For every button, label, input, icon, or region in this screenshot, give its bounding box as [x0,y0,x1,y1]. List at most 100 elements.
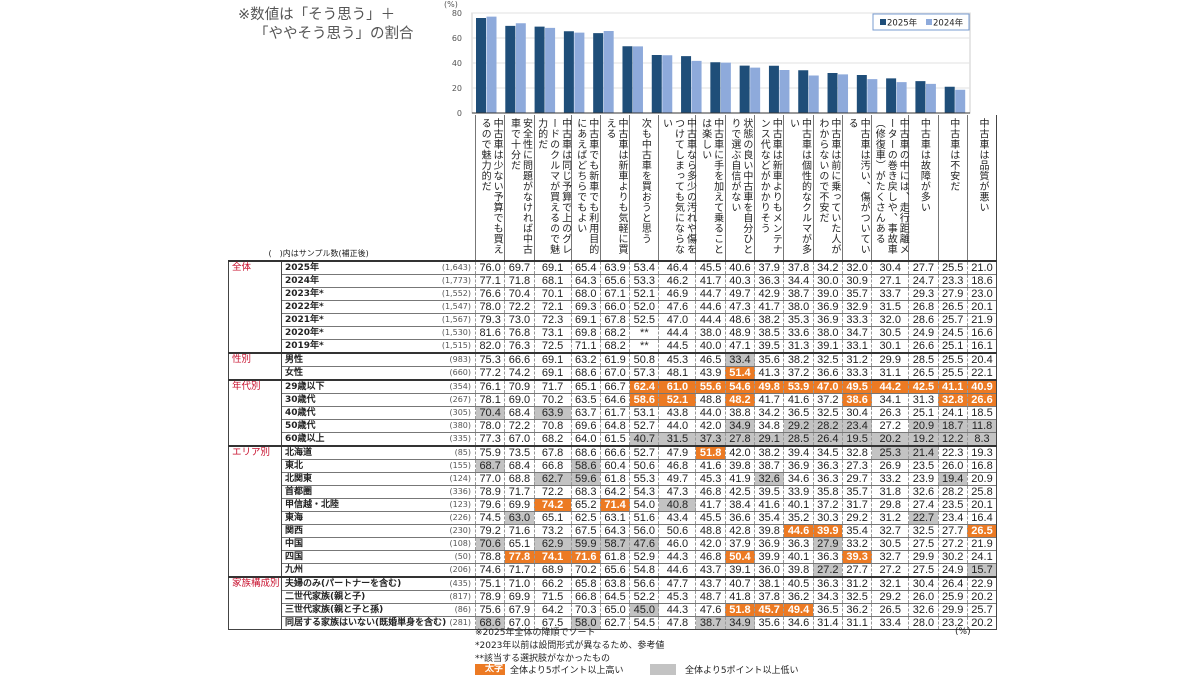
table-cell: 47.3 [658,485,696,499]
table-cell: 24.1 [966,550,998,564]
legend-low-swatch [650,664,676,675]
table-cell: 35.6 [754,616,784,630]
table-cell: 40.9 [966,379,998,394]
sample-size: (1,567) [441,315,471,324]
table-cell: 74.5 [474,511,505,525]
table-cell: 27.8 [724,432,755,446]
table-cell: 74.6 [474,563,505,577]
legend-label: 2025年 [887,18,918,29]
table-cell: 48.8 [695,393,726,407]
row-label: 男性 (983) [281,352,476,367]
row-label: 2025年 (1,643) [281,260,476,275]
table-cell: 24.7 [908,274,939,288]
row-label: 2023年* (1,552) [281,287,476,301]
table-cell: 44.6 [783,524,814,538]
table-cell: 26.0 [908,590,939,604]
table-cell: 27.7 [841,563,872,577]
table-cell: 32.9 [841,300,872,314]
table-cell: 34.6 [783,472,814,486]
table-cell: 64.3 [570,274,601,288]
table-cell: 21.0 [966,260,998,275]
table-cell: 69.1 [533,260,572,275]
table-cell: 37.8 [754,590,784,604]
table-cell: 30.9 [841,274,872,288]
row-label: 2022年* (1,547) [281,300,476,314]
sample-size: (336) [449,487,471,496]
sample-size: (155) [449,461,471,470]
table-cell: 69.6 [570,419,601,433]
table-cell: 23.4 [841,419,872,433]
table-row: 2019年* (1,515) 82.0 76.3 72.5 71.1 68.2 ** 44.5 4… [229,339,998,353]
table-cell: 33.7 [871,287,909,301]
table-cell: 28.2 [812,419,843,433]
table-cell: 72.1 [533,300,572,314]
table-cell: 47.6 [629,537,659,551]
row-label-text: 60歳以上 [285,434,325,444]
table-cell: 29.2 [871,590,909,604]
table-cell: 28.6 [908,313,939,327]
table-cell: 36.3 [812,576,843,591]
sample-size: (50) [454,552,471,561]
table-cell: 60.4 [599,459,630,473]
table-cell: 68.2 [533,432,572,446]
table-cell: 30.4 [871,260,909,275]
table-cell: 75.9 [474,445,505,460]
table-cell: 48.8 [695,524,726,538]
table-cell: 63.5 [570,393,601,407]
table-cell: 53.3 [629,274,659,288]
table-cell: 23.4 [937,511,968,525]
sample-size: (1,530) [441,328,471,337]
table-cell: 52.9 [629,550,659,564]
table-cell: 40.6 [724,260,755,275]
table-cell: 36.9 [754,537,784,551]
table-cell: 66.2 [533,576,572,591]
table-cell: 30.5 [871,537,909,551]
table-cell: 82.0 [474,339,505,353]
table-cell: 68.6 [570,366,601,380]
table-cell: 68.6 [570,445,601,460]
table-cell: 68.6 [474,616,505,630]
table-cell: 41.6 [783,393,814,407]
table-cell: 39.1 [812,339,843,353]
table-cell: 35.4 [754,511,784,525]
table-cell: 40.3 [724,274,755,288]
table-cell: 42.0 [724,445,755,460]
table-cell: 32.0 [841,260,872,275]
table-cell: 36.3 [783,537,814,551]
row-label-text: 2020年* [285,328,324,338]
table-cell: 52.1 [658,393,696,407]
table-cell: 47.9 [658,445,696,460]
table-cell: 54.0 [629,498,659,512]
row-label: 50歳代 (380) [281,419,476,433]
unit-label: (%) [955,627,971,637]
table-cell: 53.9 [783,379,814,394]
row-label-text: 2019年* [285,341,324,351]
table-cell: 73.2 [533,524,572,538]
column-header-label: 中古車は不安だ [947,118,959,192]
table-cell: 37.8 [783,260,814,275]
table-cell: 27.5 [908,563,939,577]
table-cell: 43.4 [658,511,696,525]
bar-2025 [886,78,897,113]
table-cell: 47.7 [658,576,696,591]
row-label: 三世代家族(親と子と孫) (86) [281,603,476,617]
table-cell: 22.7 [908,511,939,525]
table-cell: 42.0 [695,537,726,551]
table-cell: 31.8 [871,485,909,499]
table-cell: 32.6 [754,472,784,486]
row-label-text: 三世代家族(親と子と孫) [285,605,384,615]
table-cell: 29.2 [783,419,814,433]
table-cell: 43.9 [695,366,726,380]
row-label-text: 関西 [285,526,304,536]
table-cell: 61.0 [658,379,696,394]
table-cell: 34.2 [812,260,843,275]
table-cell: 35.2 [783,511,814,525]
legend-swatch [880,19,886,25]
sample-size: (1,643) [441,263,471,272]
row-label: 東北 (155) [281,459,476,473]
table-cell: 25.7 [966,603,998,617]
table-cell: 26.6 [908,339,939,353]
row-label-text: 二世代家族(親と子) [285,592,366,602]
table-cell: 32.6 [908,603,939,617]
table-cell: 36.6 [724,511,755,525]
